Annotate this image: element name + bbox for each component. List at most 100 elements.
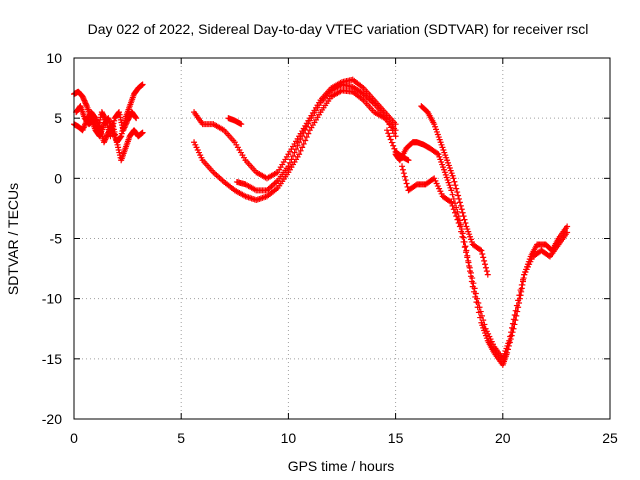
data-point xyxy=(480,317,487,324)
data-point xyxy=(80,125,87,132)
data-point xyxy=(454,216,461,223)
data-point xyxy=(453,213,460,220)
data-point xyxy=(388,139,395,146)
data-point xyxy=(392,121,399,128)
data-point xyxy=(390,142,397,149)
data-point xyxy=(122,121,129,128)
data-point xyxy=(399,166,406,173)
data-point xyxy=(513,302,520,309)
data-point xyxy=(508,324,515,331)
data-point xyxy=(79,93,86,100)
data-point xyxy=(460,238,467,245)
y-tick-label: -10 xyxy=(42,291,62,307)
data-point xyxy=(102,116,109,123)
data-point xyxy=(455,192,462,199)
data-point xyxy=(133,115,140,122)
data-point xyxy=(478,312,485,319)
data-point xyxy=(449,202,456,209)
data-point xyxy=(299,133,306,140)
data-point xyxy=(391,145,398,152)
data-point xyxy=(477,308,484,315)
chart-title: Day 022 of 2022, Sidereal Day-to-day VTE… xyxy=(88,21,589,37)
data-point xyxy=(120,125,127,132)
data-point xyxy=(458,206,465,213)
data-point xyxy=(470,280,477,287)
data-point xyxy=(460,213,467,220)
data-point xyxy=(101,137,108,144)
data-point xyxy=(458,228,465,235)
data-point xyxy=(456,195,463,202)
data-point xyxy=(120,127,127,134)
data-point xyxy=(82,100,89,107)
data-point xyxy=(286,159,293,166)
series-trace-c xyxy=(73,103,140,140)
data-point xyxy=(102,135,109,142)
data-point xyxy=(303,134,310,141)
data-point xyxy=(80,94,87,101)
data-point xyxy=(403,180,410,187)
data-point xyxy=(139,129,146,136)
data-points xyxy=(71,76,571,368)
data-point xyxy=(461,244,468,251)
data-point xyxy=(480,254,487,261)
data-point xyxy=(459,233,466,240)
data-point xyxy=(434,150,441,157)
data-point xyxy=(448,199,455,206)
data-point xyxy=(401,173,408,180)
data-point xyxy=(474,295,481,302)
grid-lines xyxy=(74,58,610,419)
x-tick-label: 25 xyxy=(602,430,618,446)
data-point xyxy=(483,268,490,275)
data-point xyxy=(384,127,391,134)
data-point xyxy=(462,220,469,227)
data-point xyxy=(102,136,109,143)
data-point xyxy=(81,97,88,104)
data-point xyxy=(81,123,88,130)
data-point xyxy=(510,316,517,323)
data-point xyxy=(476,304,483,311)
x-tick-label: 5 xyxy=(177,430,185,446)
series-trace-d xyxy=(191,76,399,182)
data-point xyxy=(467,269,474,276)
series-trace-g xyxy=(225,115,245,128)
data-point xyxy=(459,209,466,216)
data-point xyxy=(293,146,300,153)
data-point xyxy=(300,129,307,136)
data-point xyxy=(479,250,486,257)
data-point xyxy=(481,321,488,328)
data-point xyxy=(454,189,461,196)
data-point xyxy=(399,163,406,170)
data-point xyxy=(457,202,464,209)
data-point xyxy=(456,199,463,206)
data-point xyxy=(300,140,307,147)
data-point xyxy=(385,130,392,137)
data-point xyxy=(297,147,304,154)
data-point xyxy=(452,182,459,189)
data-point xyxy=(93,125,100,132)
y-tick-label: -20 xyxy=(42,411,62,427)
data-point xyxy=(517,287,524,294)
data-point xyxy=(463,249,470,256)
data-point xyxy=(515,297,522,304)
data-point xyxy=(477,246,484,253)
data-point xyxy=(405,157,412,164)
data-point xyxy=(289,152,296,159)
data-point xyxy=(302,126,309,133)
data-point xyxy=(520,276,527,283)
data-point xyxy=(461,216,468,223)
data-point xyxy=(564,229,571,236)
x-tick-label: 15 xyxy=(388,430,404,446)
data-point xyxy=(400,170,407,177)
data-point xyxy=(296,139,303,146)
data-point xyxy=(123,120,130,127)
x-tick-label: 10 xyxy=(281,430,297,446)
data-point xyxy=(448,187,455,194)
data-point xyxy=(139,81,146,88)
data-point xyxy=(297,136,304,143)
y-tick-label: 0 xyxy=(54,170,62,186)
data-point xyxy=(450,206,457,213)
data-point xyxy=(82,99,89,106)
data-point xyxy=(83,101,90,108)
data-point xyxy=(518,281,525,288)
data-point xyxy=(484,271,491,278)
